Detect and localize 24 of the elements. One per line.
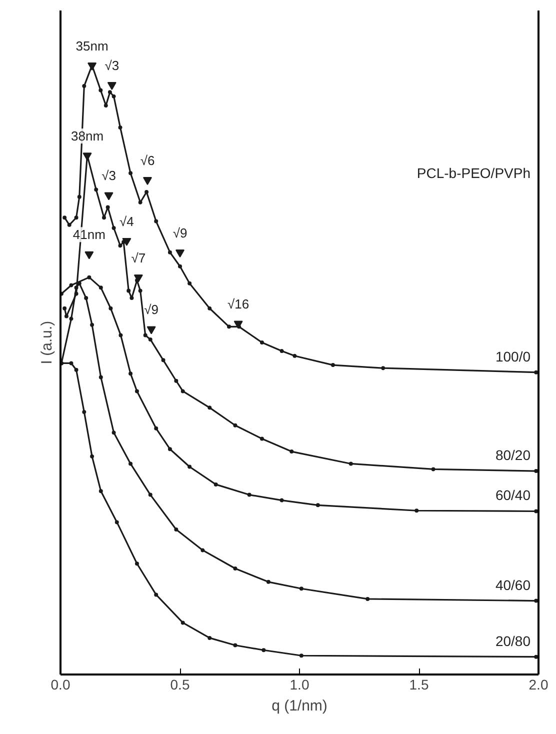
x-axis-title: q (1/nm)	[272, 698, 328, 714]
annotation: 35nm	[76, 38, 108, 54]
series-label: 100/0	[495, 348, 531, 364]
series-label: 60/40	[495, 487, 531, 504]
x-tick-label: 2.0	[528, 676, 548, 692]
annotation: √9	[144, 302, 159, 318]
x-tick-label: 0.5	[170, 676, 190, 692]
annotation: √9	[172, 225, 188, 240]
annotation: √16	[228, 296, 250, 312]
x-tick-label: 0.0	[50, 676, 70, 692]
annotation: 41nm	[72, 227, 106, 242]
y-axis-title: I (a.u.)	[38, 320, 56, 364]
x-tick-label: 1.0	[290, 676, 310, 692]
series-label: 20/80	[495, 632, 531, 649]
annotation: √3	[102, 168, 116, 184]
annotation: √7	[131, 250, 146, 266]
x-tick-label: 1.5	[409, 676, 429, 692]
annotation: √6	[140, 152, 155, 168]
series-label: 80/20	[495, 447, 531, 464]
annotation: 38nm	[71, 128, 104, 144]
series-label: 40/60	[495, 576, 531, 593]
legend-title: PCL-b-PEO/PVPh	[416, 165, 531, 182]
annotation: √4	[120, 214, 134, 229]
annotation: √3	[104, 58, 120, 73]
